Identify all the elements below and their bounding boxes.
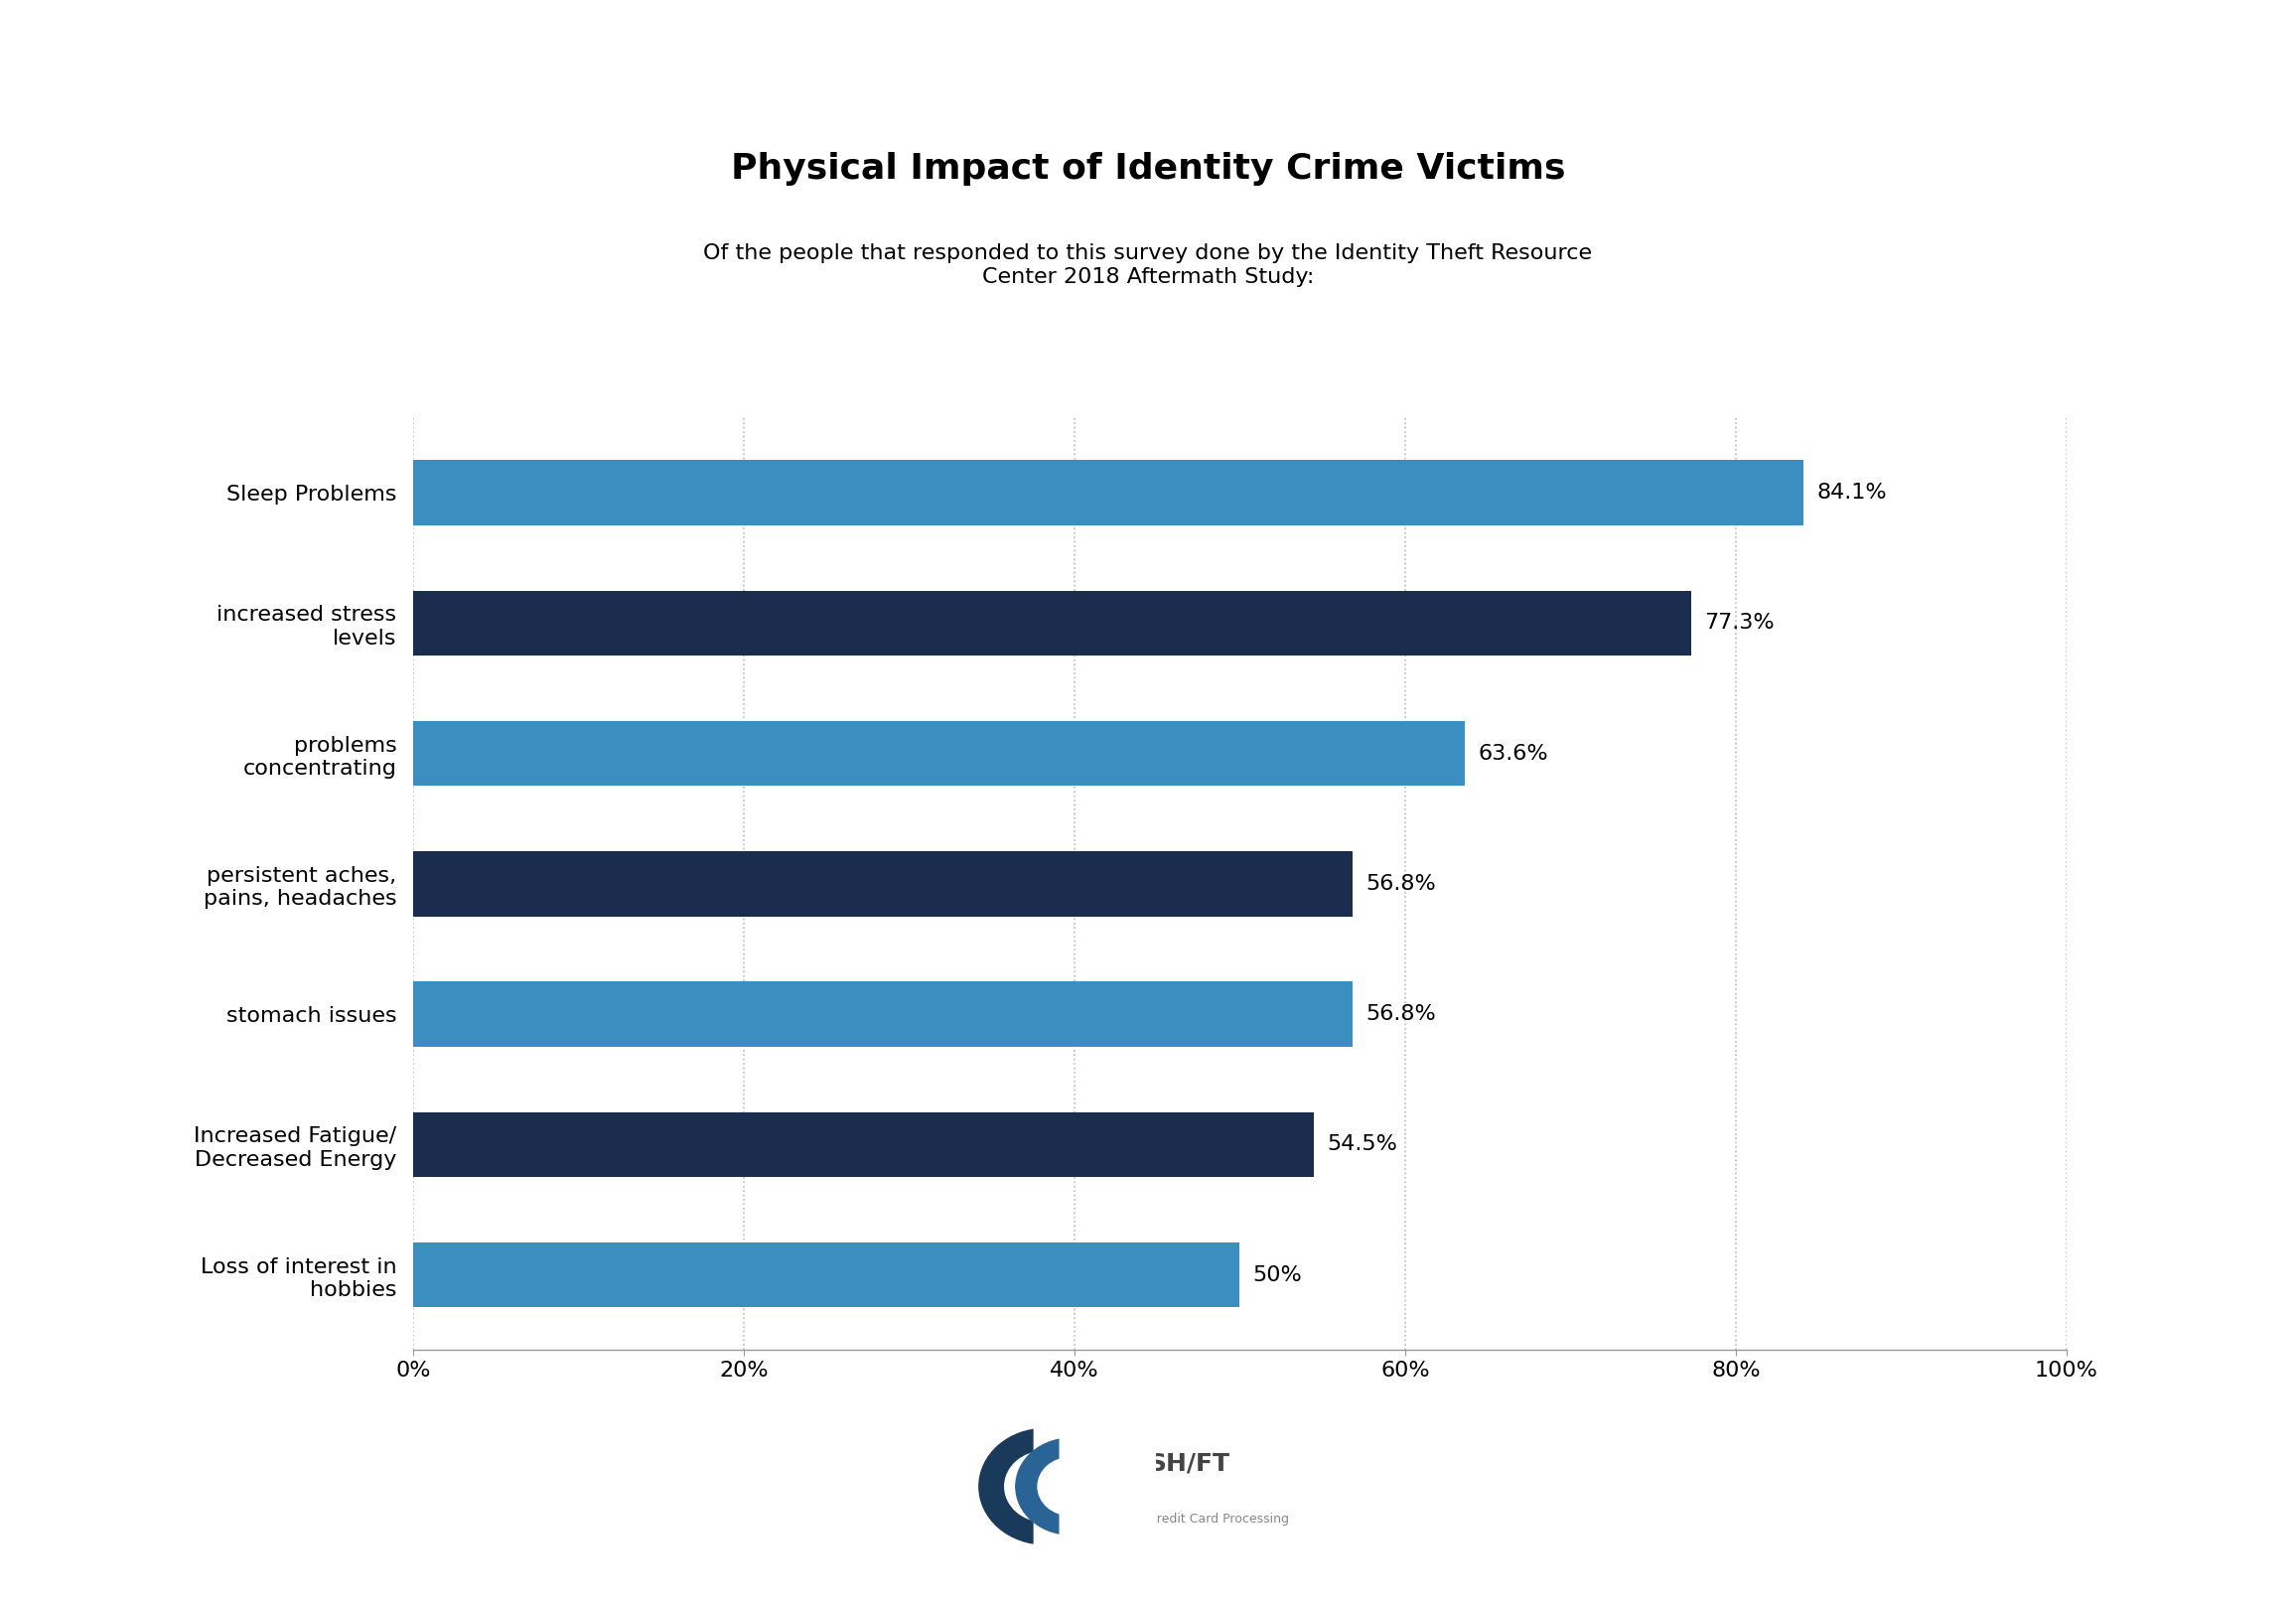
- Text: Physical Impact of Identity Crime Victims: Physical Impact of Identity Crime Victim…: [730, 151, 1566, 186]
- Text: 56.8%: 56.8%: [1366, 874, 1435, 893]
- Text: 54.5%: 54.5%: [1327, 1135, 1398, 1154]
- Text: 77.3%: 77.3%: [1704, 614, 1775, 633]
- Text: Credit Card Processing: Credit Card Processing: [1148, 1512, 1288, 1525]
- Text: 84.1%: 84.1%: [1816, 482, 1887, 503]
- Bar: [413, 460, 1805, 525]
- Circle shape: [978, 1429, 1111, 1544]
- Circle shape: [1015, 1438, 1125, 1535]
- Bar: [413, 1112, 1313, 1178]
- Bar: [413, 1242, 1240, 1308]
- Text: Of the people that responded to this survey done by the Identity Theft Resource
: Of the people that responded to this sur…: [703, 244, 1593, 286]
- FancyBboxPatch shape: [1033, 1419, 1130, 1554]
- Text: 50%: 50%: [1254, 1265, 1302, 1286]
- Text: 56.8%: 56.8%: [1366, 1004, 1435, 1024]
- Circle shape: [1038, 1458, 1104, 1515]
- Bar: [413, 722, 1465, 786]
- Text: SH/FT: SH/FT: [1148, 1453, 1228, 1475]
- Bar: [413, 852, 1352, 916]
- Text: 63.6%: 63.6%: [1479, 744, 1548, 763]
- FancyBboxPatch shape: [1061, 1429, 1155, 1544]
- Circle shape: [1006, 1451, 1086, 1522]
- Bar: [413, 590, 1692, 656]
- Bar: [413, 982, 1352, 1046]
